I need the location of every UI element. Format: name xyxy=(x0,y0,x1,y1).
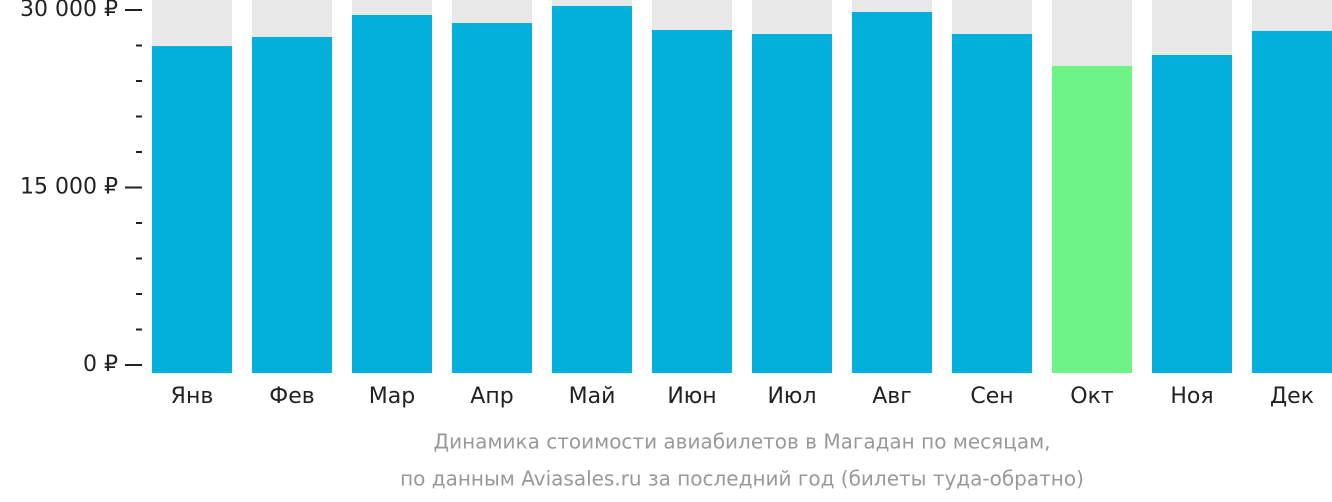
bar xyxy=(1252,30,1332,374)
bar xyxy=(252,36,332,374)
bar xyxy=(952,34,1032,374)
x-tick-label: Фев xyxy=(269,384,314,409)
y-tick-label: 30 000 ₽ xyxy=(20,0,118,22)
x-tick-label: Май xyxy=(569,384,616,409)
caption: по данным Aviasales.ru за последний год … xyxy=(400,467,1084,491)
caption: Динамика стоимости авиабилетов в Магадан… xyxy=(433,430,1050,454)
bar xyxy=(752,34,832,374)
x-tick-label: Сен xyxy=(970,384,1013,409)
y-tick-label: 15 000 ₽ xyxy=(20,174,118,199)
bar xyxy=(1152,54,1232,373)
x-tick-label: Апр xyxy=(470,384,513,409)
x-tick-label: Июл xyxy=(767,384,816,409)
x-tick-label: Янв xyxy=(171,384,214,409)
x-tick-label: Мар xyxy=(369,384,415,409)
bar xyxy=(352,14,432,373)
x-tick-label: Окт xyxy=(1070,384,1114,409)
bar xyxy=(1052,65,1132,373)
x-tick-label: Ноя xyxy=(1170,384,1213,409)
bar xyxy=(152,46,232,374)
x-tick-label: Авг xyxy=(872,384,912,409)
bar xyxy=(452,23,532,373)
bar xyxy=(552,5,632,373)
bar xyxy=(652,29,732,374)
x-tick-label: Июн xyxy=(667,384,716,409)
bar xyxy=(852,12,932,373)
x-tick-label: Дек xyxy=(1270,384,1314,409)
y-tick-label: 0 ₽ xyxy=(83,352,118,377)
